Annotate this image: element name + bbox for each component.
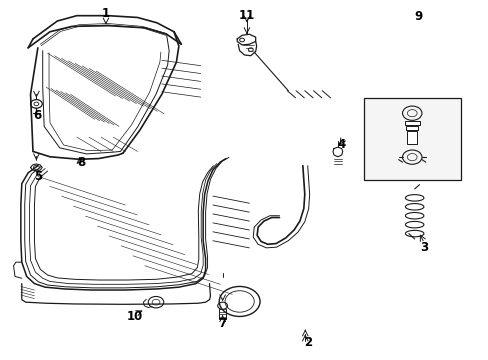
Text: 11: 11 <box>238 9 255 22</box>
Bar <box>406 126 417 130</box>
Text: 10: 10 <box>127 310 143 323</box>
Text: 7: 7 <box>218 317 226 330</box>
Text: 3: 3 <box>420 241 427 255</box>
Bar <box>407 131 416 144</box>
Bar <box>404 121 419 125</box>
Text: 9: 9 <box>414 10 422 23</box>
Text: 1: 1 <box>102 8 110 21</box>
Text: 4: 4 <box>337 138 345 151</box>
Text: 2: 2 <box>303 336 311 349</box>
Text: 6: 6 <box>34 109 42 122</box>
Text: 5: 5 <box>34 170 42 183</box>
Bar <box>363 98 460 180</box>
Text: 8: 8 <box>77 156 85 169</box>
